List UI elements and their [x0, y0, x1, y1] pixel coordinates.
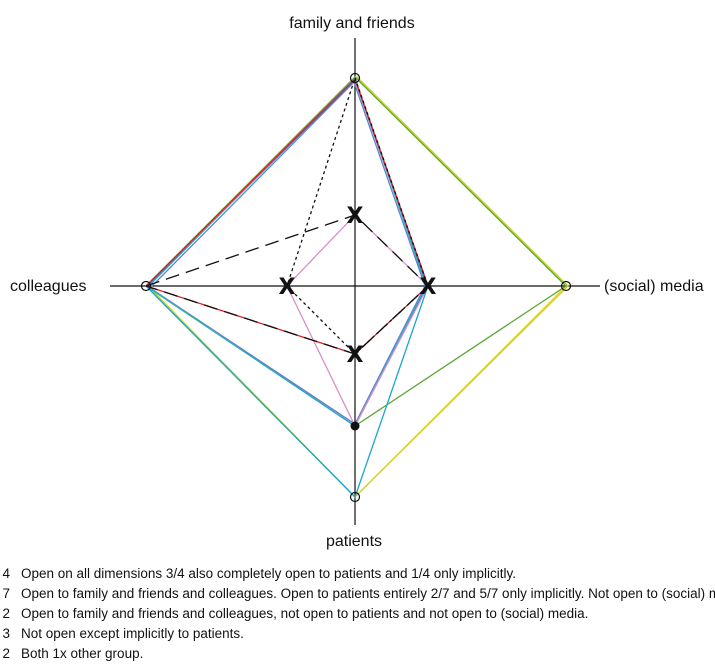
polygon-no-media-cyan-2 — [147, 76, 427, 427]
legend-count: 2 — [2, 606, 10, 621]
marker-right-circle — [560, 280, 572, 292]
x-marker-lower: X — [347, 343, 364, 368]
legend-text: Open on all dimensions 3/4 also complete… — [21, 566, 517, 581]
axis-label-colleagues: colleagues — [10, 278, 87, 295]
legend-item: 2 Both 1x other group. — [0, 644, 715, 664]
marker-mid-dot — [350, 421, 360, 431]
openness-diagram: family and friends colleagues (social) m… — [10, 15, 704, 550]
legend-count: 4 — [2, 566, 10, 581]
x-marker-upper: X — [347, 204, 364, 229]
axis-label-patients: patients — [326, 533, 382, 550]
legend-count: 7 — [2, 586, 10, 601]
marker-top-circle — [349, 72, 361, 84]
legend-text: Open to family and friends and colleague… — [21, 586, 715, 601]
polygon-no-media-blue-1 — [145, 78, 428, 427]
polygon-all-open-green — [144, 76, 568, 427]
polygon-all-open-yellow — [145, 76, 567, 498]
legend-item: 3 Not open except implicitly to patients… — [0, 624, 715, 644]
polygon-no-media-blue-2 — [148, 80, 426, 425]
legend-text: Both 1x other group. — [21, 646, 144, 661]
marker-left-circle — [140, 280, 152, 292]
legend-item: 4 Open on all dimensions 3/4 also comple… — [0, 564, 715, 584]
legend-text: Open to family and friends and colleague… — [21, 606, 589, 621]
legend-text: Not open except implicitly to patients. — [21, 626, 244, 641]
polygon-all-open-lime — [147, 76, 569, 498]
legend: 4 Open on all dimensions 3/4 also comple… — [0, 564, 715, 664]
x-marker-left: X — [279, 275, 296, 300]
legend-count: 2 — [2, 646, 10, 661]
marker-bottom-circle — [349, 491, 361, 503]
legend-item: 7 Open to family and friends and colleag… — [0, 584, 715, 604]
legend-item: 2 Open to family and friends and colleag… — [0, 604, 715, 624]
legend-count: 3 — [2, 626, 10, 641]
x-marker-right: X — [420, 275, 437, 300]
axis-label-family: family and friends — [289, 15, 414, 32]
polyline-other-dashed — [145, 214, 429, 355]
axis-label-media: (social) media — [604, 278, 704, 295]
